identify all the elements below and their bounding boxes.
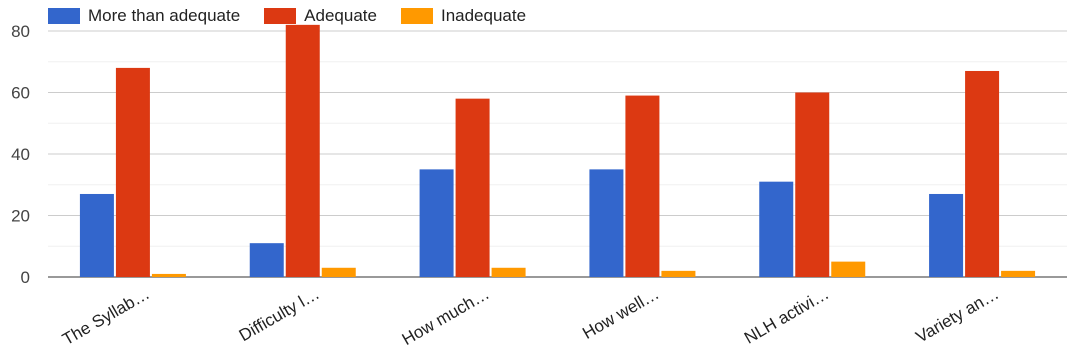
legend-swatch	[264, 8, 297, 24]
bar	[491, 267, 526, 277]
bar	[1001, 270, 1036, 277]
bar	[589, 169, 624, 277]
x-tick-label: How much…	[399, 284, 493, 349]
y-tick-label: 40	[11, 145, 30, 164]
y-tick-label: 60	[11, 84, 30, 103]
bar	[795, 92, 830, 277]
bar	[115, 67, 150, 278]
bar	[929, 193, 964, 277]
legend-swatch	[48, 8, 80, 24]
bar	[151, 273, 186, 277]
bar	[625, 95, 660, 277]
legend-label: More than adequate	[88, 6, 241, 25]
bar	[455, 98, 490, 278]
y-tick-label: 20	[11, 207, 30, 226]
legend-swatch	[400, 8, 433, 24]
x-tick-label: How well…	[579, 284, 662, 343]
bar	[249, 243, 284, 277]
bar	[79, 193, 114, 277]
bar	[419, 169, 454, 277]
bar	[285, 24, 320, 277]
x-tick-label: Variety an…	[913, 284, 1002, 347]
bar	[831, 261, 866, 277]
bar	[661, 270, 696, 277]
x-tick-label: NLH activi…	[741, 284, 832, 348]
x-tick-label: The Syllab…	[59, 284, 153, 349]
legend-item-adequate[interactable]: Adequate	[264, 6, 377, 26]
bar	[759, 181, 794, 277]
y-tick-label: 80	[11, 22, 30, 41]
bar	[965, 70, 1000, 277]
legend-label: Inadequate	[440, 6, 527, 25]
legend-item-more-than-adequate[interactable]: More than adequate	[48, 6, 240, 26]
y-tick-label: 0	[21, 268, 30, 287]
x-tick-label: Difficulty l…	[236, 284, 323, 345]
legend-label: Adequate	[304, 6, 377, 25]
legend-item-inadequate[interactable]: Inadequate	[400, 6, 527, 26]
bar	[321, 267, 356, 277]
chart-legend: More than adequate Adequate Inadequate	[48, 4, 526, 28]
